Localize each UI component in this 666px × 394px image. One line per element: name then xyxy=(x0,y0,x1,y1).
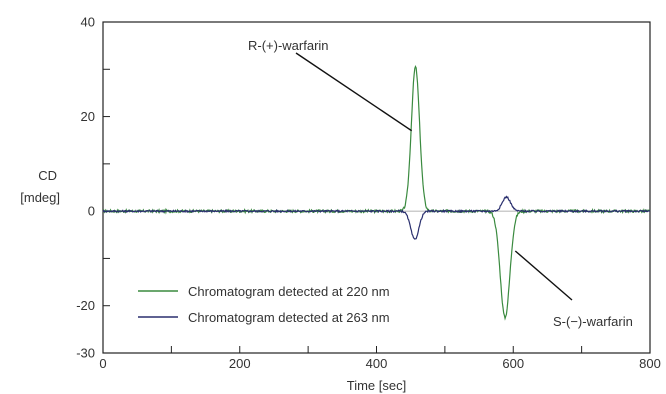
series-line-1 xyxy=(102,65,651,321)
y-tick-label: -20 xyxy=(76,298,95,313)
annotation-pointer-s-warfarin xyxy=(514,250,573,301)
legend-label-2: Chromatogram detected at 263 nm xyxy=(188,310,390,325)
y-axis-label-line2: [mdeg] xyxy=(20,190,60,205)
y-tick-label: -30 xyxy=(76,346,95,361)
y-tick-label: 20 xyxy=(81,109,95,124)
axes: 0 200 400 600 800 -30 -20 0 20 40 Time [sec] CD [mde… xyxy=(20,15,661,394)
legend: Chromatogram detected at 220 nm Chromatog… xyxy=(138,284,390,325)
annotation-pointer-r-warfarin xyxy=(295,52,413,132)
annotation-r-warfarin: R-(+)-warfarin xyxy=(248,38,329,53)
y-axis-label-line1: CD xyxy=(38,168,57,183)
y-tick-label: 0 xyxy=(88,204,95,219)
x-tick-label: 0 xyxy=(99,356,106,371)
series-group xyxy=(102,65,651,321)
y-tick-label: 40 xyxy=(81,15,95,30)
plot-frame xyxy=(102,21,651,354)
x-tick-label: 600 xyxy=(502,356,524,371)
legend-label-1: Chromatogram detected at 220 nm xyxy=(188,284,390,299)
series-line-2 xyxy=(102,195,651,240)
x-tick-label: 400 xyxy=(366,356,388,371)
annotation-s-warfarin: S-(−)-warfarin xyxy=(553,314,633,329)
x-tick-label: 800 xyxy=(639,356,661,371)
x-tick-label: 200 xyxy=(229,356,251,371)
annotations: R-(+)-warfarin S-(−)-warfarin xyxy=(248,38,633,329)
x-axis-label: Time [sec] xyxy=(347,378,406,393)
